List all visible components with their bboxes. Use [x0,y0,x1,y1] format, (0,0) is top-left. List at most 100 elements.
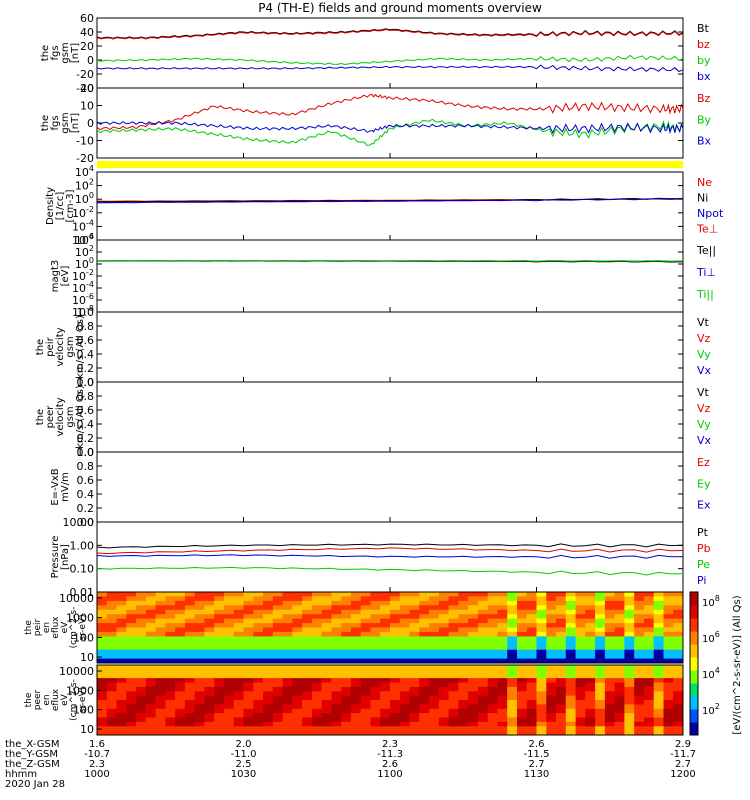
ytick-label: 0.4 [77,488,95,501]
spec-cell [282,631,293,637]
ylabel-line: sr-eV) [78,614,88,640]
spec-cell [624,627,635,633]
spec-cell [438,605,450,611]
spec-cell [331,713,342,718]
spec-cell [526,673,537,679]
spec-cell [477,631,489,637]
spec-cell [165,700,176,705]
spec-cell [224,618,235,624]
spec-cell [468,721,479,727]
spec-cell [360,658,371,664]
spec-cell [282,596,293,602]
spec-cell [526,627,537,633]
spec-cell [311,605,323,611]
spec-cell [487,669,498,675]
spec-cell [126,691,137,697]
spec-cell [595,669,606,675]
spec-cell [370,631,381,637]
spec-cell [448,673,459,679]
spec-cell [341,596,352,602]
spec-cell [419,700,430,705]
spec-cell [204,636,215,642]
spec-cell [136,708,147,714]
ytick-label: 0.6 [77,334,95,347]
spec-cell [643,695,655,701]
spec-cell [116,618,127,624]
spec-cell [272,686,284,692]
spec-cell [282,695,293,701]
spec-cell [282,721,293,727]
spec-cell [350,704,362,710]
spec-cell [409,627,420,633]
spec-cell [224,691,235,697]
spec-cell [663,665,674,670]
spec-cell [468,713,479,718]
spec-cell [565,669,577,675]
spec-cell [292,713,303,718]
spec-cell [585,713,596,718]
spec-cell [370,695,381,701]
spec-cell [136,695,147,701]
spec-cell [448,623,459,628]
spec-cell [145,708,157,714]
spec-cell [399,654,411,659]
spec-cell [145,678,157,683]
spec-cell [565,704,577,710]
spec-cell [243,623,254,628]
spec-cell [419,658,430,664]
spec-cell [272,600,284,606]
spec-cell [370,618,381,624]
spec-cell [165,708,176,714]
spec-cell [536,704,547,710]
spec-cell [448,592,459,597]
spec-cell [507,665,518,670]
spec-cell [350,730,362,736]
spec-cell [585,658,596,664]
spec-cell [204,631,215,637]
spec-cell [194,623,205,628]
spec-cell [673,636,684,642]
spec-cell [595,649,606,655]
legend-Vy: Vy [697,418,711,431]
spec-cell [175,730,186,736]
spec-cell [126,627,137,633]
spec-cell [292,682,303,688]
spec-cell [526,640,537,646]
spec-cell [302,623,313,628]
spec-cell [331,669,342,675]
legend-Vz: Vz [697,402,711,415]
spec-cell [517,682,528,688]
spec-cell [477,673,489,679]
ylabel-line: E=-VxB [50,468,61,505]
spec-cell [292,654,303,659]
spec-cell [556,623,567,628]
spec-cell [350,682,362,688]
spec-cell [331,636,342,642]
spec-cell [643,658,655,664]
spec-cell [380,673,391,679]
spec-cell [292,669,303,675]
spec-cell [624,700,635,705]
spec-cell [585,649,596,655]
spec-cell [634,686,645,692]
spec-cell [165,627,176,633]
spec-cell [604,713,616,718]
spec-cell [106,682,118,688]
spec-cell [390,640,401,646]
spec-cell [536,649,547,655]
spec-cell [546,726,557,732]
series-line-bz [96,28,684,40]
spec-cell [175,682,186,688]
spec-cell [155,640,166,646]
spec-cell [233,682,244,688]
spec-cell [204,686,215,692]
spec-cell [184,600,196,606]
spec-cell [399,627,411,633]
spec-cell [175,695,186,701]
spec-cell [536,636,547,642]
spec-cell [487,730,498,736]
spec-cell [429,700,440,705]
spec-cell [468,605,479,611]
spec-cell [214,717,225,723]
spec-cell [282,665,293,670]
